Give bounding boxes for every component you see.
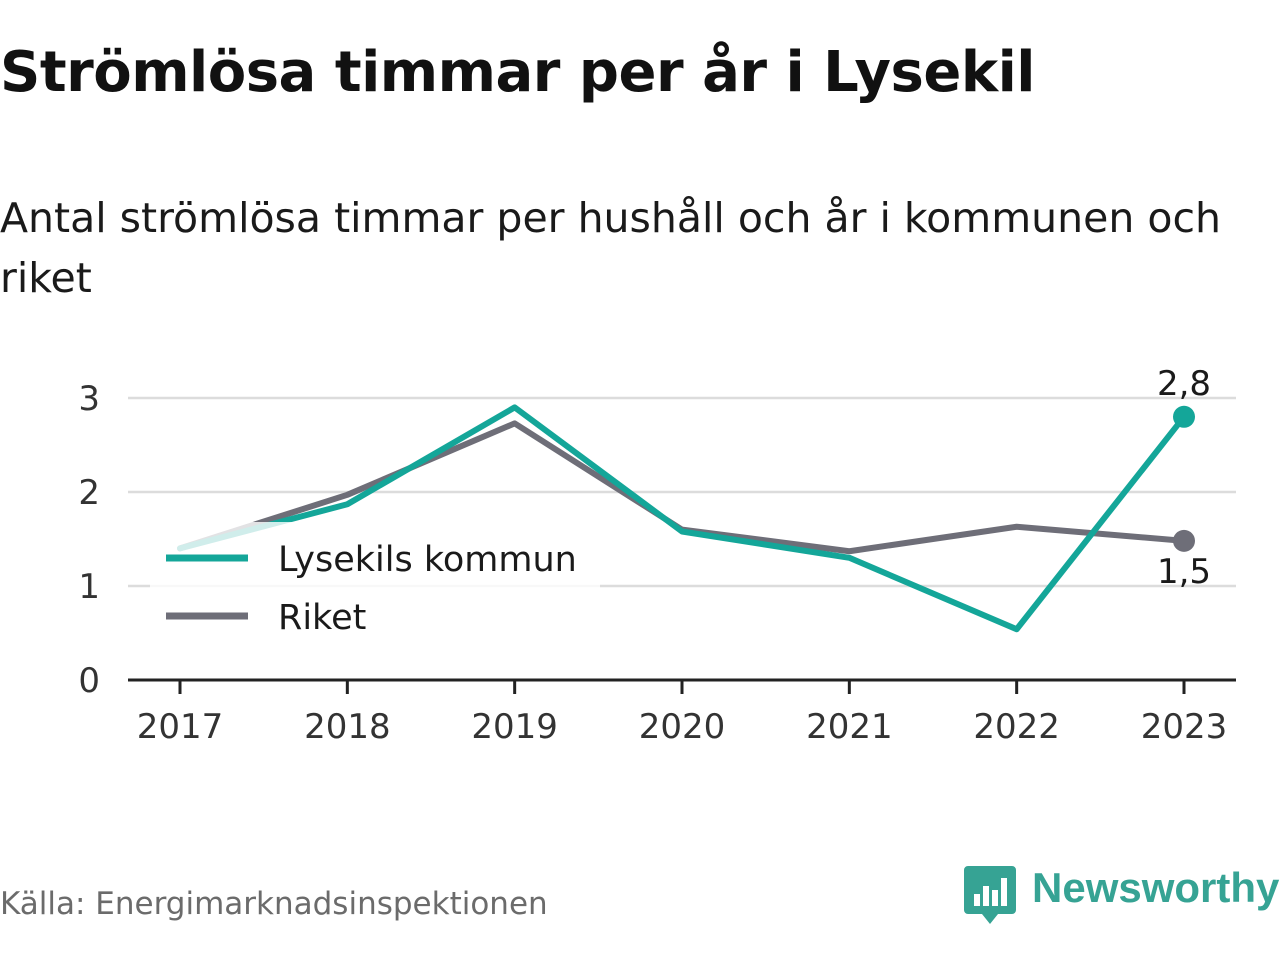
legend: Lysekils kommun Riket xyxy=(150,522,600,644)
end-point xyxy=(1173,405,1195,428)
x-tick-label: 2020 xyxy=(639,707,726,747)
series-line-lysekil xyxy=(177,404,1187,633)
y-tick-label: 2 xyxy=(78,473,100,513)
legend-backdrop xyxy=(150,522,600,644)
x-axis: 2017 2018 2019 2020 2021 2022 2023 xyxy=(128,678,1236,747)
end-point xyxy=(1173,529,1195,552)
x-tick-label: 2017 xyxy=(137,707,224,747)
legend-label: Lysekils kommun xyxy=(278,540,577,580)
y-tick-label: 3 xyxy=(78,379,100,419)
x-tick-label: 2021 xyxy=(806,707,893,747)
end-value-label: 1,5 xyxy=(1157,552,1211,592)
newsworthy-logo: Newsworthy xyxy=(964,864,1280,928)
y-axis-ticks: 0 1 2 3 xyxy=(78,379,100,701)
chart-title: Strömlösa timmar per år i Lysekil xyxy=(0,40,1036,105)
newsworthy-logo-icon xyxy=(964,866,1016,924)
y-tick-label: 0 xyxy=(78,661,100,701)
chart-subtitle: Antal strömlösa timmar per hushåll och å… xyxy=(0,194,1221,302)
x-tick-label: 2022 xyxy=(973,707,1060,747)
series-lines xyxy=(177,404,1187,633)
end-points: 2,8 1,5 xyxy=(1157,364,1211,592)
x-tick-label: 2018 xyxy=(304,707,391,747)
end-value-label: 2,8 xyxy=(1157,364,1211,404)
y-tick-label: 1 xyxy=(78,567,100,607)
legend-label: Riket xyxy=(278,598,366,638)
x-tick-label: 2023 xyxy=(1141,707,1228,747)
logo-wordmark: Newsworthy xyxy=(1032,864,1280,911)
x-tick-label: 2019 xyxy=(471,707,558,747)
source-note: Källa: Energimarknadsinspektionen xyxy=(0,886,548,922)
